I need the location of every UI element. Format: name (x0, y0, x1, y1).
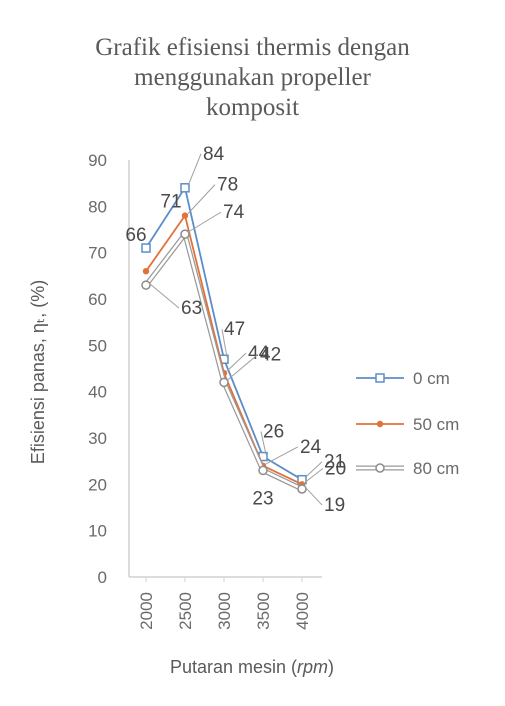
x-tick-label: 2000 (137, 592, 156, 630)
legend-entry: 80 cm (356, 459, 459, 478)
data-point-dot (142, 268, 150, 275)
y-axis-title: Efisiensi panas, ηₜ, (%) (28, 280, 48, 464)
data-point-dot (181, 212, 189, 219)
legend-marker (376, 420, 384, 428)
label-leader-line (226, 352, 247, 372)
data-label: 23 (252, 488, 273, 509)
legend-label: 80 cm (413, 459, 459, 478)
x-tick-label: 3500 (254, 592, 273, 630)
data-label: 21 (324, 452, 345, 473)
y-tick-label: 10 (88, 522, 107, 541)
legend-marker (375, 373, 385, 383)
y-tick-label: 0 (98, 568, 107, 587)
data-label: 66 (125, 225, 146, 246)
label-leader-line (187, 211, 222, 233)
label-leader-line (187, 184, 216, 214)
data-label: 26 (263, 422, 284, 443)
chart-title-line-3: komposit (205, 94, 300, 121)
x-axis-title-start: Putaran mesin ( (170, 657, 297, 677)
label-leader-line (187, 153, 202, 186)
legend-entry: 50 cm (356, 415, 459, 434)
data-label: 42 (260, 344, 281, 365)
data-label: 19 (324, 495, 345, 516)
label-leader-line (226, 354, 259, 381)
label-leader-line (304, 486, 323, 506)
data-point-square (141, 243, 151, 253)
data-label: 47 (224, 319, 245, 340)
data-label: 24 (300, 437, 322, 458)
x-tick-label: 3000 (215, 592, 234, 630)
label-leader-line (260, 431, 267, 455)
label-leader-line (148, 282, 180, 309)
data-point-circle (258, 465, 268, 476)
data-label: 78 (217, 175, 238, 196)
x-axis-title-unit: rpm (297, 657, 328, 677)
x-axis-title: Putaran mesin (rpm) (170, 657, 334, 677)
label-leader-line (304, 467, 324, 483)
y-tick-label: 20 (88, 475, 107, 494)
data-label: 74 (223, 202, 245, 223)
label-leader-line (221, 329, 228, 358)
data-label: 20 (325, 458, 346, 479)
data-point-circle (180, 229, 190, 239)
y-tick-label: 70 (88, 244, 107, 263)
data-label-extra: 71 (160, 192, 181, 213)
legend-label: 50 cm (413, 415, 459, 434)
y-tick-label: 40 (88, 383, 107, 402)
chart-title-line-1: Grafik efisiensi thermis dengan (95, 34, 410, 61)
x-axis-title-end: ) (328, 657, 334, 677)
data-label: 63 (181, 298, 202, 319)
data-point-circle (141, 280, 151, 290)
y-tick-label: 50 (88, 336, 107, 355)
label-leader-line (265, 446, 299, 465)
y-tick-label: 60 (88, 290, 107, 309)
chart-title-line-2: menggunakan propeller (134, 64, 371, 91)
y-tick-label: 90 (88, 151, 107, 170)
data-point-circle (297, 484, 307, 494)
data-label: 84 (203, 144, 225, 165)
y-tick-label: 80 (88, 197, 107, 216)
y-tick-label: 30 (88, 429, 107, 448)
x-tick-label: 2500 (176, 592, 195, 630)
x-tick-label: 4000 (293, 592, 312, 630)
data-point-circle (219, 377, 229, 388)
legend-label: 0 cm (413, 369, 450, 388)
legend-entry: 0 cm (356, 369, 450, 388)
data-point-square (180, 183, 190, 193)
label-leader-line (304, 461, 323, 479)
legend-marker (375, 463, 385, 473)
